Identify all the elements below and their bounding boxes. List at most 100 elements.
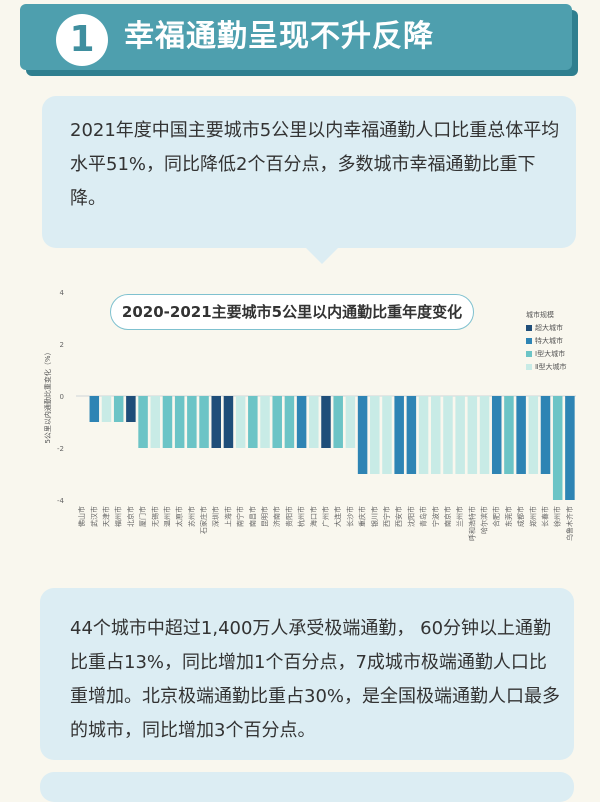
- legend-item-super: 超大城市: [526, 323, 600, 334]
- legend-swatch-mega: [526, 338, 532, 344]
- bar-33: [467, 396, 478, 474]
- x-tick-label: 沈阳市: [406, 506, 415, 527]
- legend-swatch-type1: [526, 351, 532, 357]
- x-tick-label: 大连市: [333, 506, 342, 527]
- bar-9: [174, 396, 185, 448]
- x-tick-label: 重庆市: [358, 506, 367, 527]
- legend-item-type1: Ⅰ型大城市: [526, 349, 600, 360]
- y-axis-label: 5公里以内通勤比重变化（%）: [43, 348, 52, 443]
- legend-label: Ⅰ型大城市: [535, 350, 566, 358]
- x-tick-label: 东莞市: [504, 506, 513, 527]
- x-tick-label: 苏州市: [187, 506, 196, 527]
- x-tick-label: 南宁市: [236, 506, 245, 527]
- x-tick-label: 南京市: [443, 506, 452, 527]
- x-tick-label: 徐州市: [553, 506, 562, 527]
- x-tick-label: 昆明市: [260, 506, 269, 527]
- y-tick-label: 0: [60, 393, 64, 401]
- bar-37: [516, 396, 526, 474]
- x-tick-label: 武汉市: [89, 506, 98, 527]
- bar-27: [394, 396, 404, 474]
- x-tick-label: 佛山市: [77, 506, 86, 527]
- bar-13: [223, 396, 234, 448]
- bar-39: [540, 396, 551, 474]
- x-tick-label: 兰州市: [455, 506, 464, 527]
- x-tick-label: 贵阳市: [284, 506, 293, 527]
- chart-legend: 城市规模 超大城市 特大城市 Ⅰ型大城市 Ⅱ型大城市: [526, 310, 600, 375]
- bar-41: [565, 396, 575, 500]
- bar-18: [284, 396, 295, 448]
- x-tick-label: 青岛市: [419, 506, 428, 527]
- legend-swatch-super: [526, 325, 532, 331]
- bar-8: [162, 396, 173, 448]
- x-tick-label: 郑州市: [528, 506, 537, 527]
- section-banner: 1 幸福通勤呈现不升反降: [20, 4, 572, 70]
- bar-12: [211, 396, 221, 448]
- bar-10: [187, 396, 197, 448]
- x-tick-label: 石家庄市: [199, 506, 208, 534]
- x-tick-label: 南昌市: [248, 506, 257, 527]
- x-tick-label: 成都市: [516, 506, 525, 527]
- x-tick-label: 济南市: [272, 506, 281, 527]
- legend-label: Ⅱ型大城市: [535, 363, 567, 371]
- bar-31: [443, 396, 453, 474]
- commute-change-chart: 5公里以内通勤比重变化（%） 4 2 0 -2 -4 佛山市 武汉市 天津市 福州市 北京市 厦门市无…: [40, 280, 580, 580]
- x-tick-label: 西宁市: [382, 506, 391, 527]
- x-tick-label: 厦门市: [138, 506, 147, 527]
- bar-24: [357, 396, 368, 474]
- bar-32: [455, 396, 465, 474]
- x-tick-label: 哈尔滨市: [480, 506, 489, 534]
- y-tick-label: 2: [60, 341, 64, 349]
- y-tick-label: -2: [57, 445, 64, 453]
- bar-21: [321, 396, 331, 448]
- x-tick-label: 太原市: [175, 506, 184, 527]
- bar-5: [126, 396, 136, 422]
- bar-36: [504, 396, 514, 474]
- x-tick-label: 杭州市: [297, 506, 306, 527]
- section-number-badge: 1: [56, 14, 108, 66]
- intro-text: 2021年度中国主要城市5公里以内幸福通勤人口比重总体平均水平51%，同比降低2…: [70, 120, 560, 209]
- x-tick-label: 天津市: [101, 506, 110, 527]
- bar-20: [309, 396, 319, 448]
- y-tick-label: 4: [60, 289, 65, 297]
- bar-25: [370, 396, 380, 474]
- x-tick-label: 广州市: [321, 506, 330, 527]
- next-card: [40, 772, 574, 802]
- summary-card: [40, 588, 574, 760]
- x-tick-label: 合肥市: [492, 506, 501, 527]
- bar-30: [431, 396, 441, 474]
- summary-text: 44个城市中超过1,400万人承受极端通勤， 60分钟以上通勤比重占13%，同比…: [70, 618, 561, 741]
- bar-26: [382, 396, 392, 474]
- x-tick-label: 无锡市: [150, 506, 159, 527]
- bar-28: [406, 396, 417, 474]
- legend-label: 特大城市: [535, 337, 563, 345]
- legend-swatch-type2: [526, 364, 532, 370]
- bar-4: [113, 396, 124, 422]
- bar-29: [418, 396, 429, 474]
- legend-item-mega: 特大城市: [526, 336, 600, 347]
- bar-2: [89, 396, 100, 422]
- chart-canvas: 5公里以内通勤比重变化（%） 4 2 0 -2 -4 佛山市 武汉市 天津市 福州市 北京市 厦门市无…: [43, 289, 576, 541]
- x-tick-label: 西安市: [394, 506, 403, 527]
- bar-35: [491, 396, 502, 474]
- y-tick-label: -4: [57, 497, 65, 505]
- intro-card: [42, 96, 576, 264]
- x-tick-label: 宁波市: [431, 506, 440, 527]
- legend-item-type2: Ⅱ型大城市: [526, 362, 600, 373]
- bar-38: [528, 396, 539, 474]
- section-title: 幸福通勤呈现不升反降: [124, 19, 434, 54]
- x-tick-label: 呼和浩特市: [467, 506, 476, 541]
- chart-title: 2020-2021主要城市5公里以内通勤比重年度变化: [110, 294, 474, 330]
- x-tick-label: 长春市: [541, 506, 550, 527]
- bar-22: [333, 396, 343, 448]
- x-tick-label: 长沙市: [345, 506, 354, 527]
- bar-40: [552, 396, 563, 500]
- x-tick-label: 福州市: [114, 506, 123, 527]
- legend-title: 城市规模: [526, 311, 554, 319]
- x-tick-label: 温州市: [162, 506, 171, 527]
- bar-34: [479, 396, 490, 474]
- bar-17: [272, 396, 282, 448]
- bar-7: [150, 396, 161, 448]
- x-tick-label: 银川市: [370, 506, 379, 527]
- x-tick-label: 上海市: [223, 506, 232, 527]
- bar-16: [260, 396, 270, 448]
